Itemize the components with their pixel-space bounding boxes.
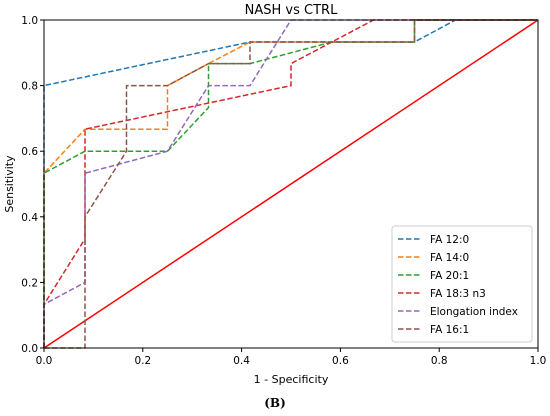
legend-label: Elongation index (430, 306, 518, 318)
legend-label: FA 20:1 (430, 270, 469, 282)
figure-caption: (B) (264, 396, 286, 410)
y-tick-label: 0.6 (21, 146, 38, 158)
y-axis-label: Sensitivity (3, 155, 16, 213)
y-tick-label: 1.0 (21, 15, 38, 27)
series-line-4 (43, 19, 538, 348)
legend-label: FA 16:1 (430, 324, 469, 336)
legend-label: FA 12:0 (430, 234, 469, 246)
y-tick-label: 0.4 (21, 212, 38, 224)
x-tick-label: 1.0 (530, 355, 547, 367)
x-tick-label: 0.6 (332, 355, 349, 367)
x-axis-label: 1 - Specificity (254, 373, 329, 386)
series-line-3 (43, 19, 538, 348)
x-tick-label: 0.2 (134, 355, 151, 367)
series-line-5 (44, 19, 538, 349)
roc-chart: NASH vs CTRL 0.0 0.2 0.4 0.6 0.8 1.0 0.0 0.2 0.4… (3, 3, 546, 386)
y-tick-label: 0.8 (21, 81, 38, 93)
y-tick-label: 0.0 (21, 343, 38, 355)
x-tick-label: 0.8 (431, 355, 448, 367)
x-tick-label: 0.0 (36, 355, 53, 367)
x-tick-label: 0.4 (233, 355, 250, 367)
legend-label: FA 18:3 n3 (430, 288, 486, 300)
y-tick-label: 0.2 (21, 277, 38, 289)
plot-frame (43, 19, 539, 349)
axis-ticks: 0.0 0.2 0.4 0.6 0.8 1.0 0.0 0.2 0.4 0.6 0.8 1.0 (21, 15, 546, 367)
chart-title: NASH vs CTRL (245, 3, 338, 18)
legend-label: FA 14:0 (430, 252, 469, 264)
legend: FA 12:0 FA 14:0 FA 20:1 FA 18:3 n3 Elongatio… (391, 225, 533, 343)
legend-box (391, 225, 533, 343)
reference-diagonal-line (43, 19, 539, 349)
